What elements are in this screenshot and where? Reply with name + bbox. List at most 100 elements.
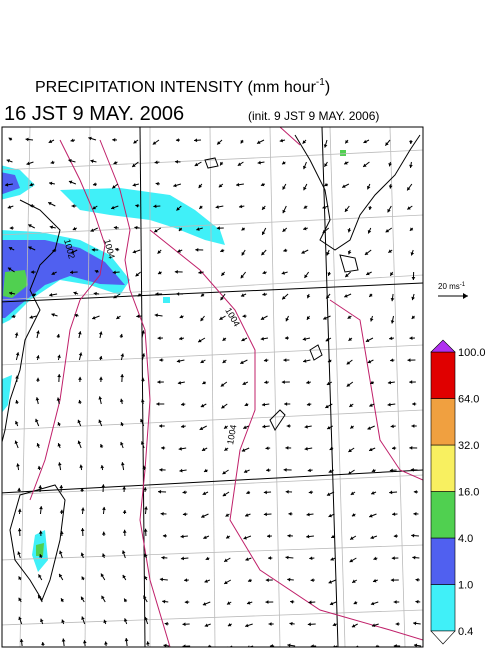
wind-arrowhead xyxy=(224,447,228,451)
wind-arrowhead xyxy=(309,556,313,561)
wind-arrowhead xyxy=(391,556,395,560)
wind-arrowhead xyxy=(122,529,127,533)
wind-arrowhead xyxy=(302,337,307,341)
wind-arrowhead xyxy=(180,534,184,539)
colorbar-bin xyxy=(430,491,456,539)
wind-arrowhead xyxy=(287,577,291,582)
wind-arrowhead xyxy=(175,159,179,164)
wind-arrowhead xyxy=(18,576,22,580)
wind-arrowhead xyxy=(222,492,227,497)
wind-arrowhead xyxy=(202,380,206,385)
wind-arrowhead xyxy=(113,160,117,165)
wind-arrowhead xyxy=(390,320,395,324)
wind-arrowhead xyxy=(310,644,314,647)
wind-arrowhead xyxy=(409,164,413,168)
wind-arrowhead xyxy=(179,314,184,319)
wind-arrowhead xyxy=(395,622,399,626)
wind-arrowhead xyxy=(98,331,103,335)
wind-arrowhead xyxy=(412,555,416,560)
wind-arrowhead xyxy=(389,490,393,495)
wind-arrowhead xyxy=(140,418,144,423)
wind-arrowhead xyxy=(263,512,267,517)
wind-arrowhead xyxy=(18,597,22,602)
wind-arrowhead xyxy=(142,465,147,469)
wind-arrowhead xyxy=(120,422,125,426)
wind-arrowhead xyxy=(239,204,243,209)
wind-arrowhead xyxy=(328,513,332,518)
wind-arrowhead xyxy=(120,462,125,466)
wind-arrowhead xyxy=(260,336,264,341)
wind-arrowhead xyxy=(36,330,40,334)
wind-arrowhead xyxy=(283,358,287,362)
wind-scale-arrowhead xyxy=(463,293,468,299)
wind-arrowhead xyxy=(179,336,183,341)
wind-arrowhead xyxy=(204,468,208,473)
wind-arrowhead xyxy=(368,206,373,210)
wind-arrowhead xyxy=(322,229,327,234)
wind-arrowhead xyxy=(240,139,244,144)
wind-arrowhead xyxy=(219,316,223,320)
wind-arrowhead xyxy=(287,643,291,647)
wind-arrowhead xyxy=(241,251,245,256)
wind-arrowhead xyxy=(410,467,414,472)
wind-arrowhead xyxy=(269,644,273,647)
wind-arrowhead xyxy=(178,446,182,451)
wind-arrowhead xyxy=(224,425,228,429)
wind-arrowhead xyxy=(370,535,374,540)
wind-arrowhead xyxy=(184,578,188,583)
wind-arrowhead xyxy=(177,380,182,385)
wind-arrowhead xyxy=(247,578,252,583)
wind-arrowhead xyxy=(371,468,376,473)
wind-arrowhead xyxy=(157,336,161,340)
wind-arrowhead xyxy=(174,269,178,274)
wind-arrowhead xyxy=(332,644,336,647)
wind-arrowhead xyxy=(70,138,74,143)
wind-arrowhead xyxy=(409,446,413,450)
wind-arrowhead xyxy=(179,468,183,473)
colorbar-label: 4.0 xyxy=(458,533,473,545)
wind-arrowhead xyxy=(268,556,272,560)
map: 1002 1004 1004 1004 xyxy=(2,127,423,647)
colorbar-under xyxy=(430,630,456,645)
wind-arrowhead xyxy=(286,424,290,428)
wind-arrowhead xyxy=(101,553,106,557)
wind-arrowhead xyxy=(15,420,19,425)
wind-arrowhead xyxy=(302,165,307,170)
wind-arrowhead xyxy=(330,557,334,561)
wind-arrowhead xyxy=(327,425,331,430)
wind-arrowhead xyxy=(285,446,289,450)
wind-arrowhead xyxy=(350,536,354,540)
wind-arrowhead xyxy=(11,314,15,319)
wind-arrowhead xyxy=(369,293,373,297)
wind-arrowhead xyxy=(241,337,245,342)
wind-arrowhead xyxy=(184,600,188,604)
wind-arrowhead xyxy=(220,296,224,301)
wind-arrowhead xyxy=(51,271,56,275)
colorbar-bin xyxy=(430,537,456,585)
wind-arrowhead xyxy=(246,490,250,495)
wind-arrowhead xyxy=(176,359,181,363)
wind-arrowhead xyxy=(240,274,245,279)
map-frame xyxy=(1,126,424,648)
wind-arrowhead xyxy=(59,531,64,535)
wind-arrowhead xyxy=(329,601,334,606)
wind-arrowhead xyxy=(77,440,82,445)
wind-arrowhead xyxy=(303,359,307,363)
wind-arrowhead xyxy=(392,512,396,517)
title-text: PRECIPITATION INTENSITY (mm hour xyxy=(35,79,317,96)
wind-arrowhead xyxy=(264,380,268,385)
wind-arrowhead xyxy=(387,380,392,385)
wind-arrowhead xyxy=(200,403,205,408)
wind-arrowhead xyxy=(201,447,206,451)
colorbar-label: 32.0 xyxy=(458,440,479,452)
colorbar-label: 100.0 xyxy=(458,347,486,359)
wind-arrowhead xyxy=(90,159,94,164)
wind-arrowhead xyxy=(104,641,108,645)
wind-arrowhead xyxy=(7,205,12,209)
wind-arrowhead xyxy=(120,353,125,357)
wind-arrowhead xyxy=(390,578,394,582)
wind-arrowhead xyxy=(306,512,310,517)
wind-arrowhead xyxy=(369,403,373,407)
wind-arrowhead xyxy=(306,402,311,407)
wind-arrowhead xyxy=(224,558,228,562)
